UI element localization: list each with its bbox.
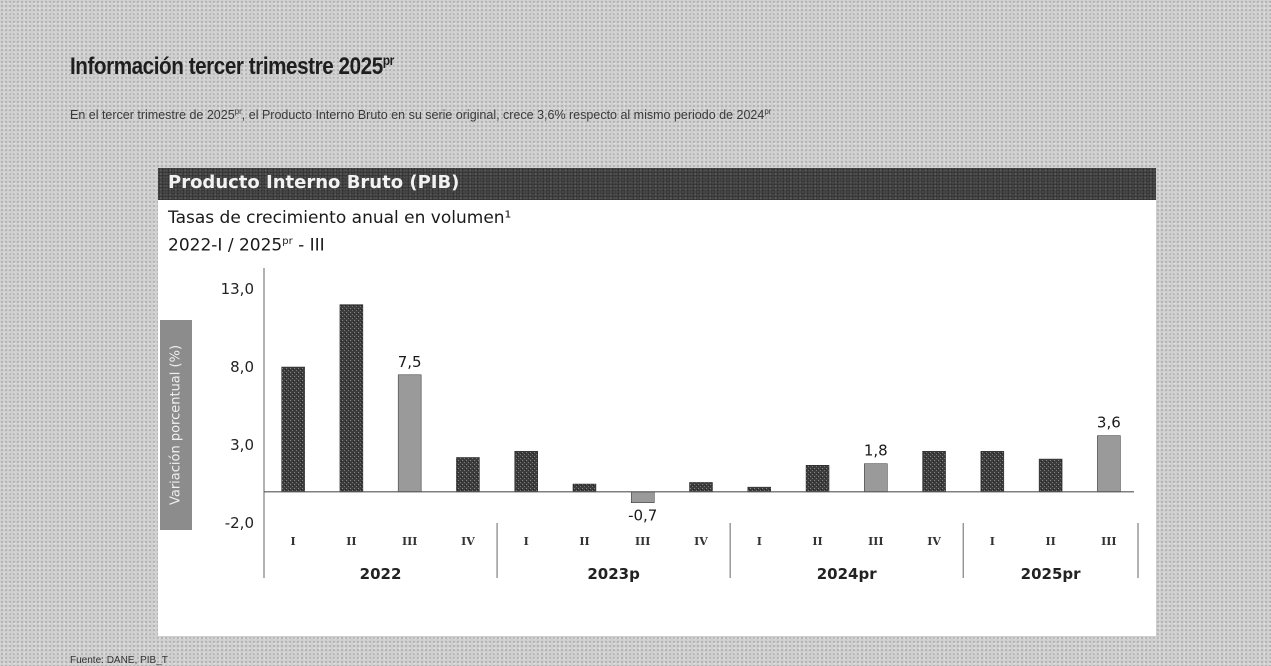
y-tick-label: -2,0 bbox=[225, 514, 254, 532]
bar bbox=[980, 450, 1005, 493]
bar bbox=[339, 304, 364, 493]
x-quarter-label: III bbox=[868, 535, 883, 548]
bar bbox=[747, 486, 772, 493]
x-quarter-label: II bbox=[346, 535, 356, 548]
page-title: Información tercer trimestre 2025pr bbox=[70, 52, 394, 80]
intro-paragraph: En el tercer trimestre de 2025pr, el Pro… bbox=[70, 107, 772, 123]
chart-header-bar: Producto Interno Bruto (PIB) bbox=[158, 168, 1156, 200]
chart-subtitle-line1: Tasas de crecimiento anual en volumen¹ bbox=[168, 208, 512, 228]
chart-card: Producto Interno Bruto (PIB) Tasas de cr… bbox=[158, 168, 1156, 636]
x-quarter-label: III bbox=[402, 535, 417, 548]
x-quarter-label: IV bbox=[694, 535, 708, 548]
bar bbox=[689, 482, 713, 493]
data-label: -0,7 bbox=[628, 507, 657, 525]
data-label: 3,6 bbox=[1097, 414, 1121, 432]
chart-subtitle: Tasas de crecimiento anual en volumen¹ 2… bbox=[168, 206, 511, 258]
x-quarter-label: II bbox=[1045, 535, 1055, 548]
data-label: 7,5 bbox=[398, 353, 422, 371]
x-group-label: 2024pr bbox=[817, 565, 877, 583]
x-quarter-label: I bbox=[757, 535, 762, 548]
bar bbox=[572, 483, 597, 493]
bar bbox=[456, 457, 480, 493]
bar bbox=[281, 366, 305, 493]
y-axis-label-box: Variación porcentual (%) bbox=[160, 320, 192, 530]
x-quarter-label: IV bbox=[461, 535, 475, 548]
bar bbox=[397, 374, 422, 493]
x-quarter-label: III bbox=[1101, 535, 1116, 548]
x-group-label: 2022 bbox=[360, 565, 402, 583]
source-note: Fuente: DANE, PIB_T bbox=[70, 655, 168, 666]
bar-chart: 13,08,03,0-2,07,5-0,71,83,6I II III IV2022I… bbox=[221, 268, 1139, 583]
bar bbox=[630, 491, 655, 503]
x-group-label: 2025pr bbox=[1021, 565, 1081, 583]
x-quarter-label: I bbox=[990, 535, 995, 548]
data-label: 1,8 bbox=[864, 442, 888, 460]
bar bbox=[1038, 458, 1063, 493]
x-quarter-label: III bbox=[635, 535, 650, 548]
y-tick-label: 8,0 bbox=[230, 358, 254, 376]
bar bbox=[805, 465, 830, 493]
x-quarter-label: II bbox=[812, 535, 822, 548]
x-quarter-label: I bbox=[524, 535, 529, 548]
x-quarter-label: II bbox=[579, 535, 589, 548]
x-quarter-label: I bbox=[291, 535, 296, 548]
y-tick-label: 13,0 bbox=[221, 280, 254, 298]
x-quarter-label: IV bbox=[927, 535, 941, 548]
bar bbox=[1097, 435, 1121, 493]
bar bbox=[922, 450, 946, 493]
chart-header-title: Producto Interno Bruto (PIB) bbox=[168, 172, 460, 193]
x-group-label: 2023p bbox=[587, 565, 640, 583]
y-tick-label: 3,0 bbox=[230, 436, 254, 454]
chart-subtitle-line2: 2022-I / 2025pr - III bbox=[168, 235, 325, 256]
bar bbox=[514, 450, 538, 493]
bar bbox=[864, 463, 888, 493]
